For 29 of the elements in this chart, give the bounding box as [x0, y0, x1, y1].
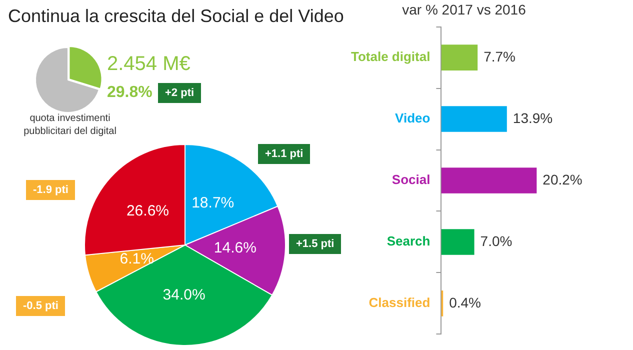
y-tick-label: Totale digital	[350, 49, 430, 64]
text: -1.9 pti	[26, 180, 76, 200]
data-label: 26.6%	[126, 202, 169, 220]
chart-title: Continua la crescita del Social e del Video	[8, 6, 344, 27]
chart-title: var % 2017 vs 2016	[402, 1, 526, 18]
data-label: 20.2%	[542, 171, 582, 188]
bar	[441, 168, 537, 194]
bar	[441, 229, 474, 255]
data-label: 6.1%	[120, 250, 154, 268]
data-label: 0.4%	[449, 294, 482, 310]
text: +1.5 pti	[289, 234, 342, 254]
bar	[441, 44, 478, 70]
text: 2.454 M€	[107, 53, 190, 76]
data-label: 7.7%	[484, 48, 516, 64]
data-label: 14.6%	[214, 239, 256, 256]
y-tick-label: Search	[386, 234, 430, 249]
data-label: 7.0%	[480, 232, 512, 249]
text: quota investimenti pubblicitari del digital	[22, 112, 118, 138]
y-tick-label: Classified	[368, 295, 430, 310]
y-tick-label: Video	[395, 110, 430, 126]
text: +2 pti	[158, 83, 202, 103]
text: +1.1 pti	[258, 144, 310, 164]
data-label: 18.7%	[192, 194, 234, 212]
data-label: 34.0%	[162, 286, 206, 304]
data-label: 29.8%	[107, 84, 152, 102]
data-label: 13.9%	[512, 110, 553, 126]
text: -0.5 pti	[16, 296, 66, 316]
y-tick-label: Social	[392, 172, 430, 188]
bar	[441, 106, 507, 132]
